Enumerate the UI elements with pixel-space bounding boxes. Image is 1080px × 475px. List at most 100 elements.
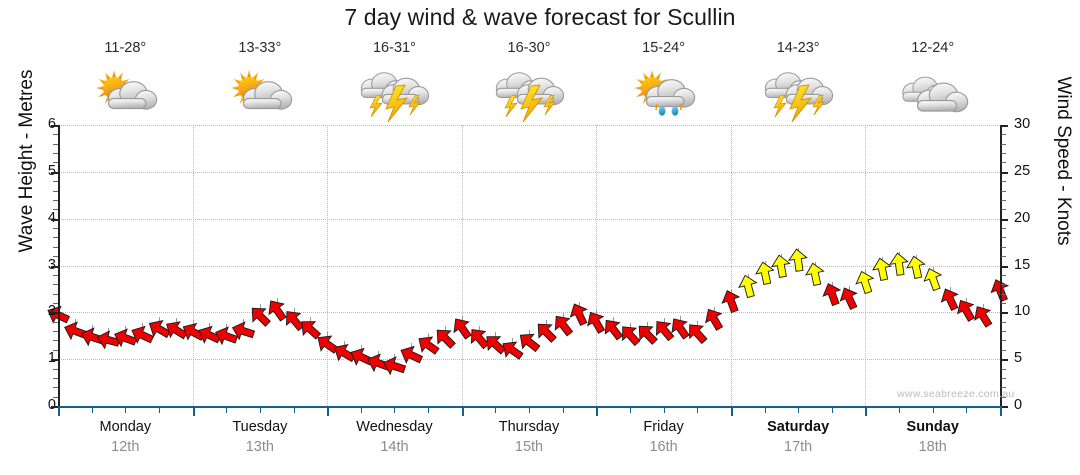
y-tick-left-5: 5 bbox=[47, 162, 56, 179]
y-tickmark-right-minor bbox=[1001, 246, 1006, 248]
y-tick-left-2: 2 bbox=[47, 303, 56, 320]
gridline-vertical bbox=[730, 125, 732, 406]
y-tickmark-left-minor bbox=[53, 368, 58, 370]
x-tickmark bbox=[865, 406, 868, 416]
y-tickmark-right-minor bbox=[1001, 368, 1006, 370]
y-tickmark-right-minor bbox=[1001, 284, 1006, 286]
day-column-tuesday: Tuesday 13th bbox=[193, 418, 328, 457]
y-axis-left-label: Wave Height - Metres bbox=[16, 69, 37, 253]
y-tickmark-left-minor bbox=[53, 396, 58, 398]
gridline-horizontal bbox=[58, 171, 1000, 173]
y-tickmark-right-minor bbox=[1001, 340, 1006, 342]
y-tickmark-right bbox=[1001, 171, 1008, 174]
weather-icon-row bbox=[58, 62, 1000, 122]
y-tickmark-right-minor bbox=[1001, 396, 1006, 398]
x-tickmark bbox=[327, 406, 330, 416]
day-column-friday: Friday 16th bbox=[596, 418, 731, 457]
y-tick-right-20: 20 bbox=[1014, 209, 1031, 226]
y-tickmark-left-minor bbox=[53, 302, 58, 304]
y-tick-left-3: 3 bbox=[47, 256, 56, 273]
day-column-monday: Monday 12th bbox=[58, 418, 193, 457]
y-tick-left-4: 4 bbox=[47, 209, 56, 226]
day-date: 16th bbox=[649, 439, 678, 455]
y-tickmark-left bbox=[51, 171, 58, 174]
y-tickmark-right-minor bbox=[1001, 162, 1006, 164]
gridline-horizontal bbox=[58, 218, 1000, 220]
y-tickmark-left-minor bbox=[53, 190, 58, 192]
y-tickmark-right-minor bbox=[1001, 302, 1006, 304]
x-tickmark bbox=[730, 406, 733, 416]
sun-cloud-rain-icon bbox=[596, 62, 731, 122]
x-tickmark bbox=[125, 406, 127, 413]
y-tickmark-right-minor bbox=[1001, 228, 1006, 230]
day-date: 15th bbox=[514, 439, 544, 455]
day-label-row: Monday 12th Tuesday 13th Wednesday 14th Thursd… bbox=[58, 418, 1000, 468]
y-tick-left-1: 1 bbox=[47, 350, 56, 367]
x-tickmark bbox=[529, 406, 530, 413]
x-tickmark bbox=[158, 406, 160, 413]
y-tick-right-30: 30 bbox=[1014, 116, 1031, 132]
day-date: 18th bbox=[918, 439, 947, 455]
y-tickmark-left bbox=[51, 265, 58, 268]
gridline-vertical bbox=[596, 125, 598, 406]
y-tickmark-left bbox=[51, 359, 58, 362]
gridline-horizontal bbox=[58, 265, 1000, 267]
y-axis-left bbox=[58, 125, 60, 406]
y-tickmark-left-minor bbox=[53, 331, 58, 333]
gridline-horizontal bbox=[58, 359, 1000, 361]
y-tickmark-right-minor bbox=[1001, 377, 1006, 379]
y-tickmark-left bbox=[51, 312, 58, 315]
y-tickmark-right-minor bbox=[1001, 190, 1006, 192]
y-tickmark-right-minor bbox=[1001, 321, 1006, 323]
x-tickmark bbox=[360, 406, 362, 413]
y-tickmark-right bbox=[1001, 125, 1008, 127]
y-tickmark-right-minor bbox=[1001, 153, 1006, 155]
day-name: Wednesday bbox=[356, 419, 433, 435]
temperature-label-tuesday: 13-33° bbox=[238, 40, 282, 56]
y-tickmark-right bbox=[1001, 265, 1008, 268]
temperature-label-thursday: 16-30° bbox=[507, 40, 551, 56]
thunderstorm-icon bbox=[327, 62, 462, 122]
y-tickmark-left bbox=[51, 125, 58, 127]
temperature-label-sunday: 12-24° bbox=[911, 40, 955, 56]
temperature-label-monday: 11-28° bbox=[104, 40, 147, 56]
day-date: 14th bbox=[380, 439, 409, 455]
sun-behind-cloud-icon bbox=[193, 62, 328, 122]
day-column-wednesday: Wednesday 14th bbox=[327, 418, 462, 457]
day-column-thursday: Thursday 15th bbox=[462, 418, 597, 457]
y-tickmark-right-minor bbox=[1001, 293, 1006, 295]
y-tickmark-left-minor bbox=[53, 209, 58, 211]
x-tickmark bbox=[495, 406, 497, 413]
y-tickmark-left-minor bbox=[53, 228, 58, 230]
day-date: 17th bbox=[784, 439, 813, 455]
gridline-horizontal bbox=[58, 312, 1000, 314]
y-tickmark-right-minor bbox=[1001, 134, 1006, 136]
y-tickmark-left-minor bbox=[53, 199, 58, 201]
y-tickmark-right-minor bbox=[1001, 274, 1006, 276]
y-tickmark-left-minor bbox=[53, 237, 58, 239]
y-tickmark-left-minor bbox=[53, 349, 58, 351]
x-tickmark bbox=[259, 406, 261, 413]
y-tickmark-left-minor bbox=[53, 134, 58, 136]
gridline-vertical bbox=[327, 125, 329, 406]
gridline-horizontal bbox=[58, 125, 1000, 126]
temperature-label-friday: 15-24° bbox=[642, 40, 686, 56]
y-tickmark-right bbox=[1001, 406, 1008, 408]
day-column-saturday: Saturday 17th bbox=[731, 418, 866, 457]
x-tickmark bbox=[899, 406, 901, 413]
x-tickmark bbox=[1000, 406, 1002, 416]
x-tickmark bbox=[663, 406, 665, 413]
y-tickmark-right-minor bbox=[1001, 199, 1006, 201]
y-tick-right-10: 10 bbox=[1014, 303, 1031, 320]
x-tickmark bbox=[966, 406, 968, 413]
x-tickmark bbox=[226, 406, 228, 413]
y-axis-right-label: Wind Speed - Knots bbox=[1053, 76, 1074, 246]
page-title: 7 day wind & wave forecast for Scullin bbox=[344, 4, 736, 30]
x-tickmark bbox=[192, 406, 195, 416]
temperature-label-wednesday: 16-31° bbox=[372, 40, 416, 56]
wind-arrow-stem bbox=[108, 328, 110, 343]
watermark: www.seabreeze.com.au bbox=[897, 388, 1015, 400]
y-tickmark-left-minor bbox=[53, 256, 58, 258]
y-tick-right-0: 0 bbox=[1014, 397, 1023, 413]
day-name: Thursday bbox=[498, 419, 560, 435]
